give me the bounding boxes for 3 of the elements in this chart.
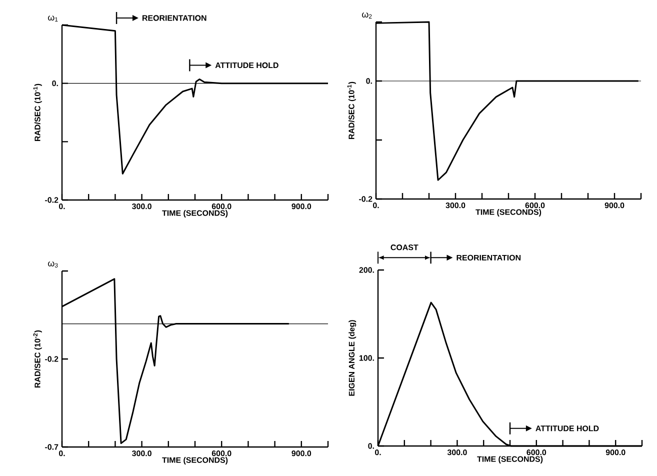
chart-title: ω$_{1}$ — [48, 16, 58, 22]
chart-title: ω$_{2}$ — [362, 12, 372, 18]
chart-title: ω$_{3}$ — [48, 262, 58, 268]
